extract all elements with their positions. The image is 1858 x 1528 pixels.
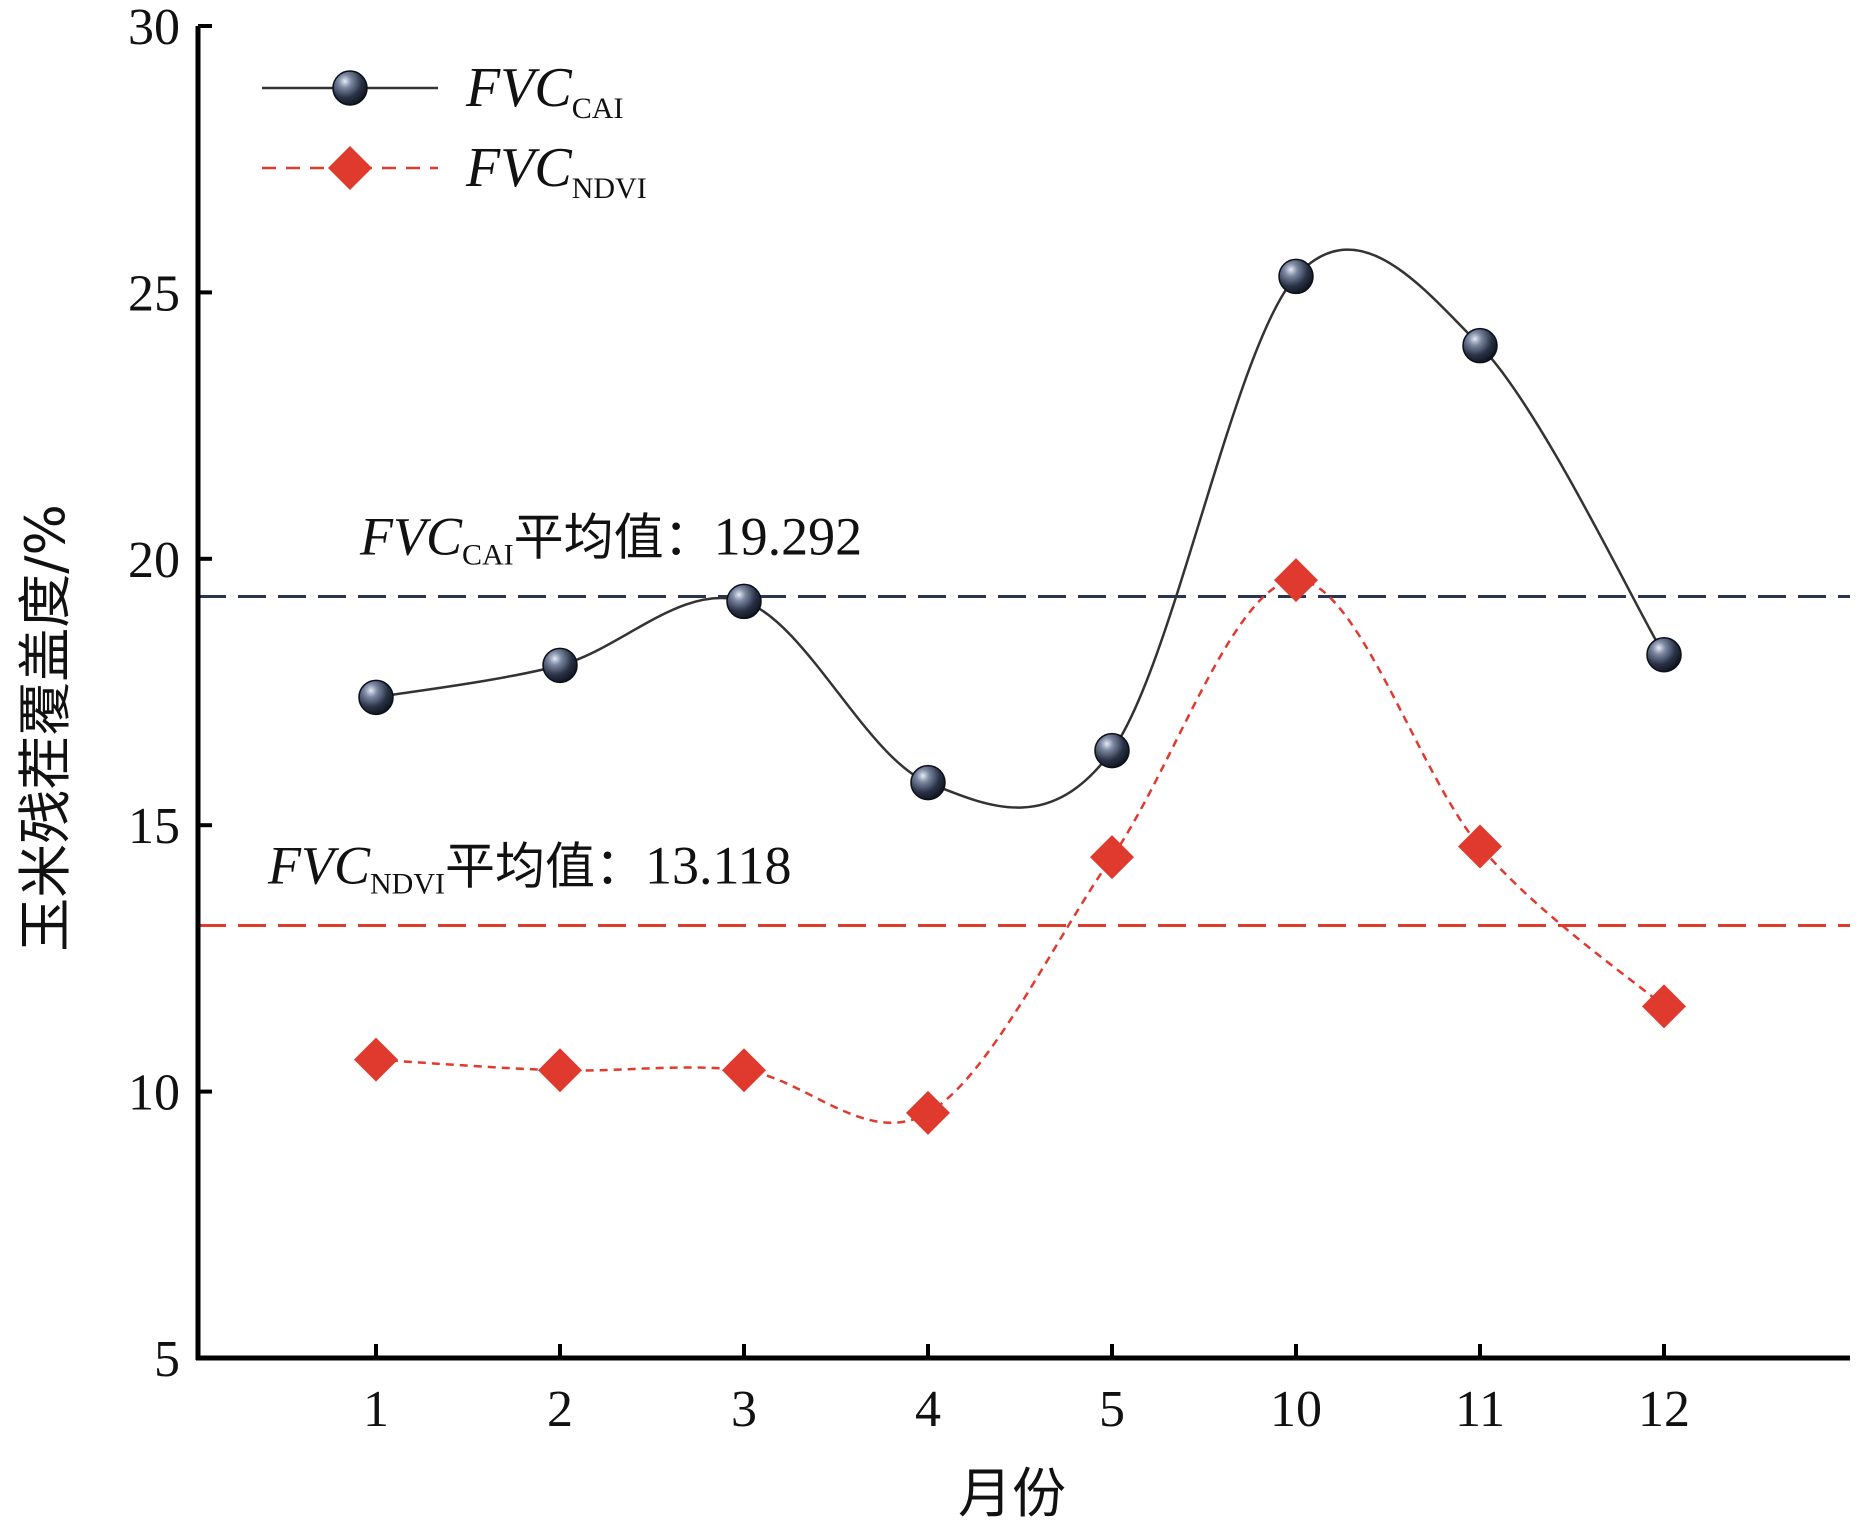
- y-tick-label-30: 30: [128, 0, 180, 56]
- y-tick-label-5: 5: [154, 1331, 180, 1388]
- x-tick-label-4: 4: [915, 1381, 941, 1438]
- point-ndvi-12: [1642, 984, 1686, 1029]
- x-tick-label-3: 3: [731, 1381, 757, 1438]
- mean-label-value: 13.118: [645, 835, 792, 895]
- mean-label-main: FVC: [267, 835, 371, 895]
- point-ndvi-11: [1458, 824, 1502, 869]
- y-tick-label-15: 15: [128, 798, 180, 855]
- mean-label-sub: CAI: [462, 539, 514, 572]
- mean-label-suffix: 平均值：: [445, 837, 645, 895]
- point-cai-10: [1278, 258, 1314, 295]
- y-tick-label-10: 10: [128, 1065, 180, 1122]
- point-ndvi-1: [354, 1037, 398, 1082]
- y-tick-label-25: 25: [128, 265, 180, 322]
- x-tick-label-1: 1: [363, 1381, 389, 1438]
- point-ndvi-3: [722, 1048, 766, 1093]
- mean-label-main: FVC: [359, 507, 463, 567]
- point-cai-1: [358, 679, 394, 716]
- x-axis-title: 月份: [958, 1462, 1066, 1525]
- point-cai-3: [726, 583, 762, 620]
- legend-label-sub: NDVI: [572, 172, 647, 205]
- x-tick-label-12: 12: [1638, 1381, 1690, 1438]
- x-tick-label-5: 5: [1099, 1381, 1125, 1438]
- x-tick-label-10: 10: [1270, 1381, 1322, 1438]
- x-tick-label-11: 11: [1455, 1381, 1505, 1438]
- legend-label-main: FVC: [465, 137, 572, 199]
- mean-label-sub: NDVI: [370, 867, 445, 900]
- mean-label-suffix: 平均值：: [514, 509, 714, 567]
- legend-marker-ndvi: [328, 146, 372, 190]
- point-ndvi-4: [906, 1090, 950, 1135]
- point-cai-11: [1462, 327, 1498, 364]
- y-tick-label-20: 20: [128, 532, 180, 589]
- mean-label-ndvi: FVCNDVI平均值：13.118: [267, 835, 792, 900]
- legend-label-sub: CAI: [572, 92, 624, 125]
- series-layer: [354, 248, 1686, 1135]
- point-ndvi-10: [1274, 558, 1318, 603]
- point-cai-5: [1094, 732, 1130, 769]
- legend-label-ndvi: FVCNDVI: [465, 137, 647, 205]
- mean-label-value: 19.292: [714, 507, 863, 567]
- legend-marker-cai: [332, 70, 368, 106]
- legend-label-cai: FVCCAI: [465, 57, 623, 125]
- x-tick-label-2: 2: [547, 1381, 573, 1438]
- point-cai-2: [542, 647, 578, 684]
- point-cai-4: [910, 764, 946, 801]
- series-line-ndvi: [375, 578, 1665, 1125]
- point-ndvi-5: [1090, 835, 1134, 880]
- point-ndvi-2: [538, 1048, 582, 1093]
- legend-label-main: FVC: [465, 57, 572, 119]
- y-axis-title: 玉米残茬覆盖度/%: [14, 504, 77, 952]
- point-cai-12: [1646, 636, 1682, 673]
- mean-label-cai: FVCCAI平均值：19.292: [359, 507, 862, 572]
